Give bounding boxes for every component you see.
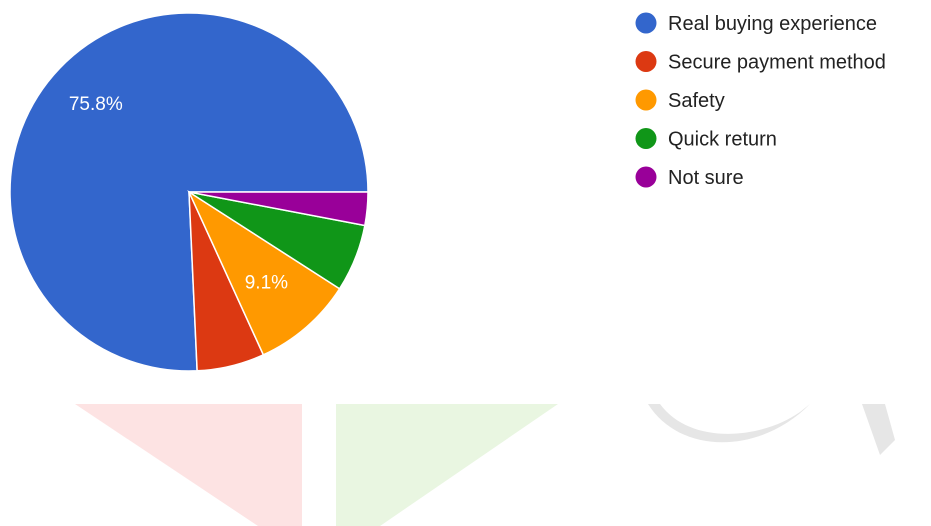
legend: Real buying experience Secure payment met… (635, 12, 886, 189)
watermark-gray-mark (862, 404, 895, 455)
legend-label: Secure payment method (668, 52, 886, 74)
legend-label: Not sure (668, 167, 744, 189)
background-watermark (75, 404, 895, 526)
legend-item: Real buying experience (635, 12, 877, 35)
pie-slices (9, 12, 369, 372)
pie-slice-safety (187, 189, 341, 356)
legend-marker (635, 128, 657, 149)
watermark-gray-swoosh (648, 404, 810, 443)
pie-slice-real-buying-experience (9, 12, 369, 372)
legend-item: Not sure (635, 166, 744, 189)
legend-item: Safety (635, 89, 725, 112)
pie-data-labels: 75.8% 9.1% (69, 94, 288, 293)
pie-slice-not-sure (188, 191, 369, 227)
legend-marker (635, 166, 657, 188)
legend-item: Quick return (635, 128, 777, 151)
watermark-green-triangle (336, 404, 558, 526)
pie-data-label: 9.1% (245, 272, 288, 293)
legend-label: Real buying experience (668, 13, 877, 35)
legend-marker (635, 89, 657, 111)
legend-marker (635, 51, 657, 72)
pie-data-label: 75.8% (69, 94, 123, 115)
legend-item: Secure payment method (635, 51, 886, 74)
legend-marker (635, 12, 657, 34)
watermark-red-triangle (75, 404, 302, 526)
legend-label: Quick return (668, 129, 777, 151)
legend-label: Safety (668, 90, 725, 112)
